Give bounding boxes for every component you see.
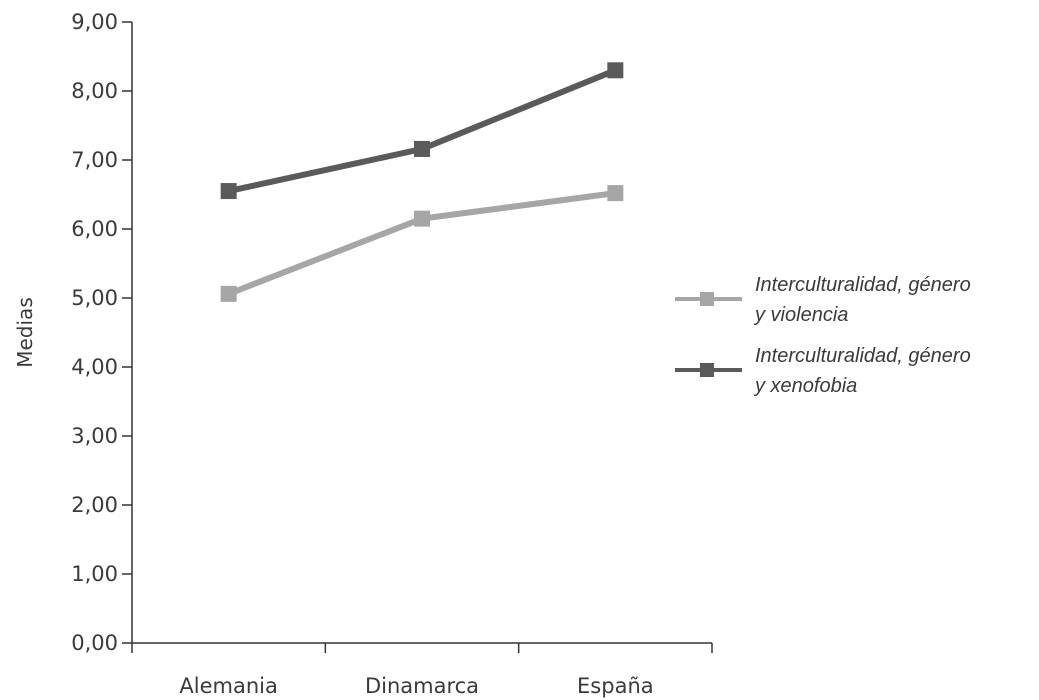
y-ticks: 0,00 1,00 2,00 3,00 4,00 5,00 6,00 7,00 8,00 9,00 (71, 10, 132, 655)
legend-item: Interculturalidad, género y xenofobia (675, 345, 971, 397)
y-tick-label: 9,00 (71, 10, 118, 34)
x-tick-label: Alemania (179, 674, 277, 698)
series-1 (220, 185, 624, 302)
y-tick-label: 2,00 (71, 493, 118, 517)
axes (131, 22, 712, 644)
y-tick-label: 5,00 (71, 286, 118, 310)
y-tick-label: 7,00 (71, 148, 118, 172)
data-point-marker (220, 285, 237, 302)
data-point-marker (220, 183, 237, 200)
series-2 (220, 62, 624, 200)
y-axis-title: Medias (13, 297, 37, 368)
legend-label: Interculturalidad, género (755, 274, 971, 296)
y-tick-label: 4,00 (71, 355, 118, 379)
legend-marker-swatch (700, 292, 714, 306)
data-point-marker (607, 62, 624, 79)
data-point-marker (607, 185, 624, 202)
x-tick-label: España (577, 674, 654, 698)
y-tick-label: 3,00 (71, 424, 118, 448)
series-line (225, 67, 619, 195)
legend-label: y xenofobia (753, 375, 857, 397)
y-tick-label: 1,00 (71, 562, 118, 586)
series-layer (220, 62, 624, 302)
x-ticks: Alemania Dinamarca España (131, 643, 713, 698)
x-tick-label: Dinamarca (365, 674, 479, 698)
data-point-marker (414, 210, 430, 227)
y-tick-label: 0,00 (71, 631, 118, 655)
legend-label: Interculturalidad, género (755, 345, 971, 367)
legend-item: Interculturalidad, género y violencia (675, 274, 971, 326)
legend-label: y violencia (753, 304, 848, 326)
y-tick-label: 6,00 (71, 217, 118, 241)
data-point-marker (414, 140, 430, 157)
series-line (225, 190, 619, 297)
y-tick-label: 8,00 (71, 79, 118, 103)
legend-marker-swatch (700, 363, 714, 377)
